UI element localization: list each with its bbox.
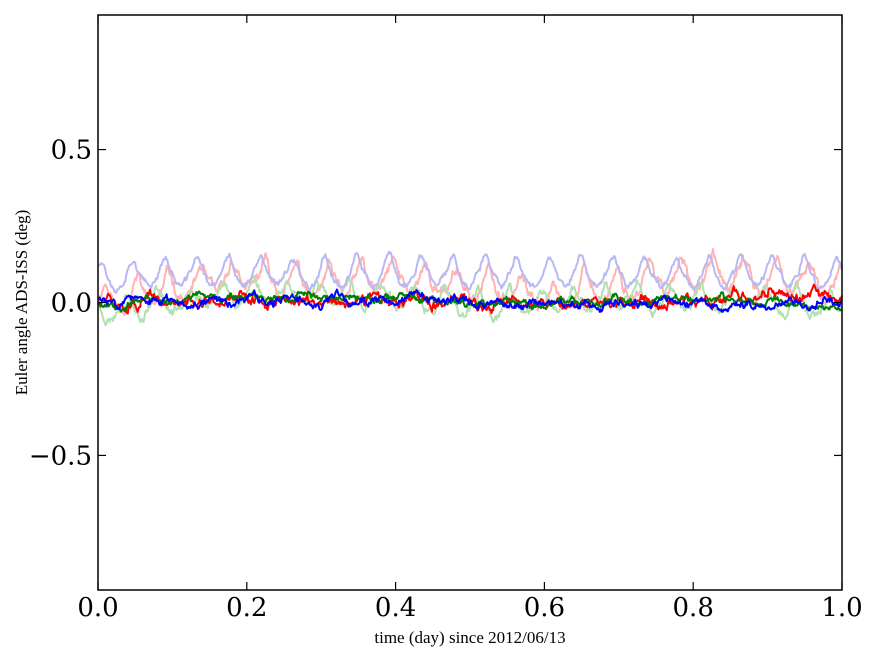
x-tick-label: 0.0: [77, 593, 118, 623]
x-tick-label: 0.6: [524, 593, 565, 623]
x-axis-label: time (day) since 2012/06/13: [374, 628, 565, 647]
y-tick-label: 0.0: [51, 289, 92, 319]
x-tick-label: 0.4: [375, 593, 416, 623]
y-tick-label: −0.5: [29, 441, 92, 471]
series-line-3: [97, 250, 843, 294]
y-tick-label: 0.5: [51, 136, 92, 166]
tick-layer: 0.0 0.2 0.4 0.6 0.8 1.0 −0.5 0.0 0.5: [29, 15, 863, 623]
series-layer: [97, 248, 843, 327]
y-axis-label: Euler angle ADS-ISS (deg): [12, 210, 31, 396]
x-tick-label: 0.8: [673, 593, 714, 623]
x-tick-label: 0.2: [226, 593, 267, 623]
series-line-6: [97, 288, 843, 313]
x-tick-label: 1.0: [821, 593, 862, 623]
